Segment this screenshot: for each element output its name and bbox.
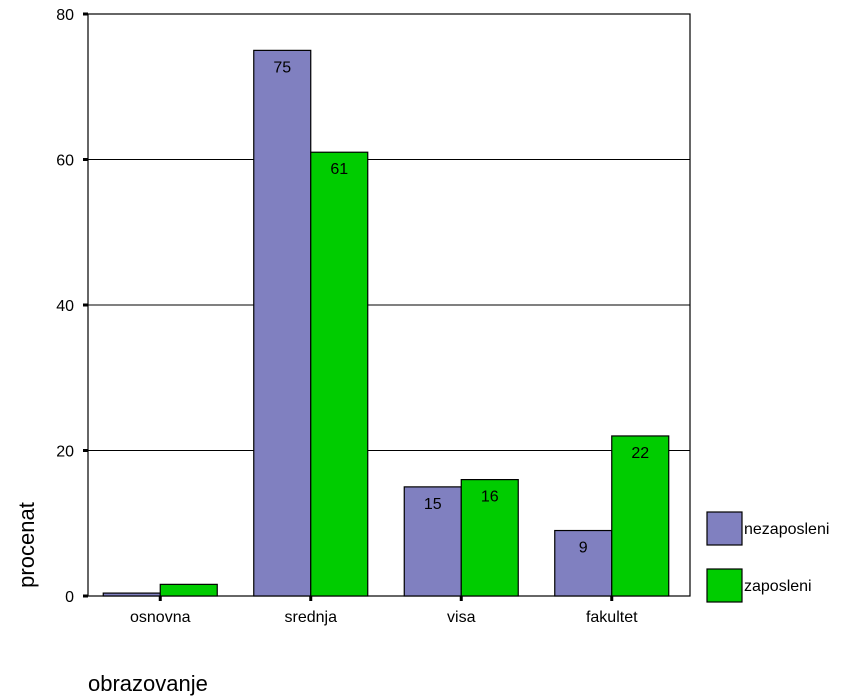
bar-nezaposleni-osnovna [102,592,161,597]
y-axis: 0 20 40 60 80 [56,7,88,606]
y-axis-title: procenat [14,502,39,588]
data-label: 15 [424,496,442,513]
bar-zaposleni-fakultet [611,435,670,597]
gridlines [88,159,690,451]
bar-zaposleni-osnovna [159,583,218,597]
legend-label-zaposleni: zaposleni [744,578,812,595]
bar-zaposleni-visa [460,479,519,597]
data-label: 16 [481,489,499,506]
data-label: 22 [631,445,649,462]
x-tick-label: osnovna [130,609,191,626]
y-tick-label: 20 [56,444,74,461]
x-tick-label: visa [447,609,476,626]
plot-area: 75 61 15 16 9 22 [87,13,691,597]
bars [102,49,670,597]
bar-labels: 75 61 15 16 9 22 [273,59,649,556]
legend-swatch-zaposleni [706,568,743,603]
x-tick-label: srednja [285,609,338,626]
data-label: 61 [330,161,348,178]
data-label: 75 [273,59,291,76]
y-tick-label: 0 [65,589,74,606]
y-tick-label: 40 [56,298,74,315]
bar-zaposleni-srednja [310,151,369,597]
x-axis-title: obrazovanje [88,671,208,696]
bar-nezaposleni-visa [403,486,462,597]
legend-swatch-nezaposleni [706,511,743,546]
x-axis: osnovna srednja visa fakultet [130,596,638,626]
x-tick-label: fakultet [586,609,638,626]
data-label: 9 [579,540,588,557]
bar-nezaposleni-srednja [253,49,312,597]
y-tick-label: 60 [56,153,74,170]
legend-label-nezaposleni: nezaposleni [744,521,829,538]
y-tick-label: 80 [56,7,74,24]
legend: nezaposleni zaposleni [706,511,829,603]
